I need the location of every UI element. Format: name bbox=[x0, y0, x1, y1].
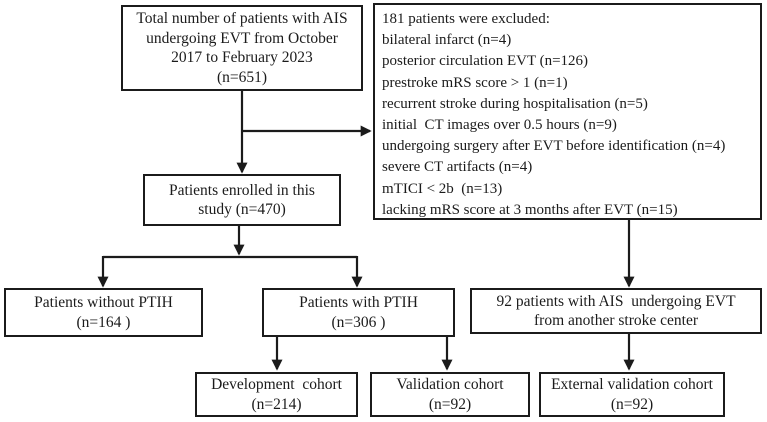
box-without-ptih-line-2: (n=164 ) bbox=[76, 313, 131, 331]
box-total-line-1: Total number of patients with AIS bbox=[136, 10, 348, 27]
box-external-validation-line-2: (n=92) bbox=[610, 395, 654, 413]
box-without-ptih-line-1: Patients without PTIH bbox=[34, 294, 173, 311]
excluded-item-6: undergoing surgery after EVT before iden… bbox=[382, 138, 726, 155]
box-excluded-title: 181 patients were excluded: bbox=[382, 11, 550, 27]
box-total-line-2: undergoing EVT from October bbox=[146, 29, 338, 47]
box-with-ptih: Patients with PTIH (n=306 ) bbox=[262, 288, 455, 337]
excluded-item-3: prestroke mRS score > 1 (n=1) bbox=[382, 74, 568, 91]
excluded-item-7: severe CT artifacts (n=4) bbox=[382, 159, 533, 176]
box-external-source-line-2: from another stroke center bbox=[534, 312, 698, 329]
excluded-item-5: initial CT images over 0.5 hours (n=9) bbox=[382, 117, 617, 134]
excluded-item-9: lacking mRS score at 3 months after EVT … bbox=[382, 201, 678, 218]
box-validation-cohort: Validation cohort (n=92) bbox=[370, 372, 530, 417]
box-validation-line-1: Validation cohort bbox=[396, 376, 504, 393]
box-external-source: 92 patients with AIS undergoing EVT from… bbox=[470, 288, 762, 334]
box-development-line-1: Development cohort bbox=[211, 376, 342, 393]
box-validation-line-2: (n=92) bbox=[428, 395, 472, 413]
box-total-line-4: (n=651) bbox=[216, 68, 268, 86]
box-enrolled-line-1: Patients enrolled in this bbox=[169, 181, 315, 199]
box-excluded-patients: 181 patients were excluded: bilateral in… bbox=[373, 3, 762, 220]
box-without-ptih: Patients without PTIH (n=164 ) bbox=[4, 288, 203, 337]
box-external-validation-cohort: External validation cohort (n=92) bbox=[539, 372, 725, 417]
excluded-item-4: recurrent stroke during hospitalisation … bbox=[382, 95, 648, 112]
box-total-line-3: 2017 to February 2023 bbox=[171, 49, 313, 66]
excluded-item-2: posterior circulation EVT (n=126) bbox=[382, 53, 589, 70]
box-external-source-line-1: 92 patients with AIS undergoing EVT bbox=[496, 292, 736, 310]
box-total-patients: Total number of patients with AIS underg… bbox=[121, 5, 363, 91]
excluded-item-8: mTICI < 2b (n=13) bbox=[382, 180, 503, 197]
box-with-ptih-line-1: Patients with PTIH bbox=[299, 294, 418, 311]
box-development-line-2: (n=214) bbox=[251, 395, 302, 413]
box-development-cohort: Development cohort (n=214) bbox=[195, 372, 358, 417]
excluded-item-1: bilateral infarct (n=4) bbox=[382, 32, 512, 49]
box-external-validation-line-1: External validation cohort bbox=[551, 376, 713, 393]
box-with-ptih-line-2: (n=306 ) bbox=[331, 313, 386, 331]
box-enrolled-patients: Patients enrolled in this study (n=470) bbox=[143, 174, 341, 226]
box-enrolled-line-2: study (n=470) bbox=[198, 201, 286, 218]
